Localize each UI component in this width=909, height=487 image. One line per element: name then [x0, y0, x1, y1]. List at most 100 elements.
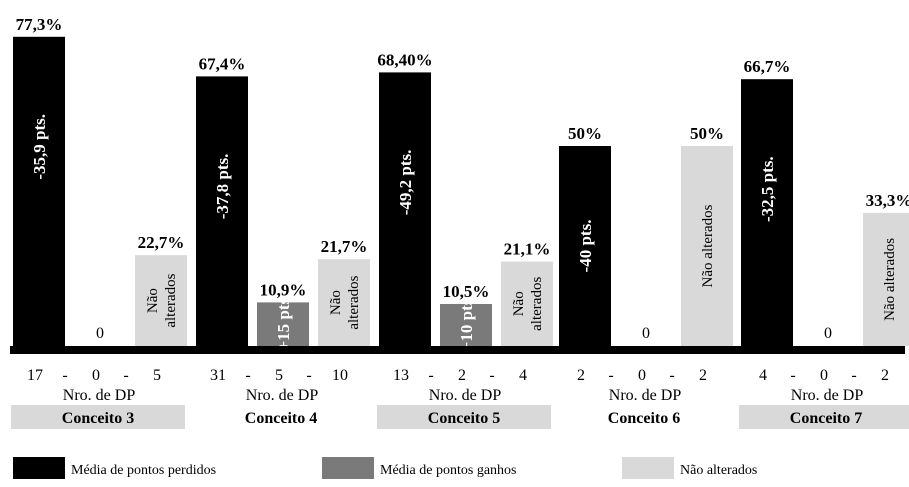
sublabel-conceito-5: Nro. de DP — [429, 387, 502, 404]
count-conceito-4-0: 31 — [210, 367, 226, 384]
count-conceito-6-0: 2 — [577, 367, 585, 384]
count-separator: - — [123, 367, 128, 384]
value-label-conceito-3-ganhos: 0 — [96, 325, 104, 342]
count-conceito-4-2: 10 — [332, 367, 348, 384]
inner-label-conceito-6-perdidos: -40 pts. — [576, 220, 595, 273]
inner-label-conceito-7-perdidos: -32,5 pts. — [758, 156, 777, 222]
inner-label-conceito-3-nao_alterados: Não alterados — [145, 273, 179, 327]
sublabel-conceito-6: Nro. de DP — [609, 387, 682, 404]
value-label-conceito-5-ganhos: 10,5% — [443, 282, 490, 301]
group-conceito-5: 68,40% -49,2 pts. 10,5%+10 pts 21,1% Não alte… — [377, 50, 553, 429]
count-conceito-7-0: 4 — [759, 367, 767, 384]
group-conceito-4: 67,4% -37,8 pts. 10,9%+15 pts 21,7% Não alter… — [196, 54, 370, 427]
count-separator: - — [428, 367, 433, 384]
count-conceito-4-1: 5 — [275, 367, 283, 384]
count-conceito-7-2: 2 — [881, 367, 889, 384]
count-separator: - — [790, 367, 795, 384]
value-label-conceito-7-nao_alterados: 33,3% — [866, 191, 909, 210]
inner-label-conceito-3-perdidos: -35,9 pts. — [30, 114, 49, 180]
count-conceito-3-1: 0 — [92, 367, 100, 384]
inner-label-line: Não alterados — [700, 204, 716, 287]
bar-conceito-5-ganhos — [440, 304, 492, 346]
inner-label-line: Não — [145, 288, 161, 313]
inner-label-conceito-7-nao_alterados: Não alterados — [882, 238, 898, 321]
bar-conceito-4-perdidos — [196, 76, 248, 347]
count-conceito-3-2: 5 — [153, 367, 161, 384]
inner-label-conceito-4-ganhos: +15 pts — [274, 297, 293, 350]
legend-swatch-ganhos — [322, 457, 374, 479]
count-conceito-5-2: 4 — [519, 367, 527, 384]
value-label-conceito-5-nao_alterados: 21,1% — [504, 240, 551, 259]
count-conceito-6-1: 0 — [638, 367, 646, 384]
value-label-conceito-5-perdidos: 68,40% — [377, 50, 432, 69]
count-separator: - — [245, 367, 250, 384]
sublabel-conceito-3: Nro. de DP — [63, 387, 136, 404]
value-label-conceito-3-nao_alterados: 22,7% — [138, 233, 185, 252]
count-separator: - — [62, 367, 67, 384]
value-label-conceito-3-perdidos: 77,3% — [16, 15, 63, 34]
bar-conceito-6-nao_alterados — [681, 146, 733, 346]
value-label-conceito-4-nao_alterados: 21,7% — [321, 237, 368, 256]
bar-conceito-7-perdidos — [741, 79, 793, 346]
legend-swatch-nao_alterados — [622, 457, 674, 479]
count-conceito-6-2: 2 — [699, 367, 707, 384]
value-label-conceito-6-perdidos: 50% — [568, 124, 602, 143]
count-separator: - — [851, 367, 856, 384]
bar-conceito-5-perdidos — [379, 72, 431, 347]
inner-label-conceito-4-perdidos: -37,8 pts. — [213, 154, 232, 220]
count-conceito-5-1: 2 — [458, 367, 466, 384]
legend-swatch-perdidos — [13, 457, 65, 479]
count-separator: - — [306, 367, 311, 384]
inner-label-line: Não alterados — [882, 238, 898, 321]
bar-conceito-3-nao_alterados — [135, 255, 187, 346]
count-conceito-7-1: 0 — [820, 367, 828, 384]
legend: Média de pontos perdidos Média de pontos … — [13, 457, 757, 479]
bar-conceito-3-perdidos — [13, 36, 65, 347]
x-axis-baseline — [10, 346, 905, 354]
value-label-conceito-7-ganhos: 0 — [824, 325, 832, 342]
inner-label-line: alterados — [346, 275, 362, 329]
group-label-box-conceito-5 — [377, 405, 551, 429]
group-label-conceito-4: Conceito 4 — [245, 410, 317, 427]
value-label-conceito-6-nao_alterados: 50% — [690, 124, 724, 143]
legend-label-ganhos: Média de pontos ganhos — [380, 463, 516, 478]
inner-label-conceito-5-ganhos: +10 pts — [457, 298, 476, 351]
count-separator: - — [669, 367, 674, 384]
group-label-conceito-7: Conceito 7 — [790, 410, 862, 427]
inner-label-line: Não — [511, 291, 527, 316]
value-label-conceito-7-perdidos: 66,7% — [744, 57, 791, 76]
bar-conceito-6-perdidos — [559, 146, 611, 346]
count-conceito-3-0: 17 — [27, 367, 43, 384]
inner-label-line: Não — [328, 290, 344, 315]
group-conceito-7: 66,7% -32,5 pts. 0 33,3% Não alterados 4 - 0 - 2N… — [739, 57, 909, 429]
inner-label-conceito-4-nao_alterados: Não alterados — [328, 275, 362, 329]
group-label-box-conceito-7 — [739, 405, 909, 429]
bar-conceito-4-nao_alterados — [318, 259, 370, 346]
count-conceito-5-0: 13 — [393, 367, 409, 384]
bar-conceito-7-nao_alterados — [863, 212, 909, 346]
group-label-conceito-6: Conceito 6 — [608, 410, 680, 427]
count-separator: - — [608, 367, 613, 384]
bar-conceito-5-nao_alterados — [501, 261, 553, 346]
value-label-conceito-6-ganhos: 0 — [642, 325, 650, 342]
legend-label-perdidos: Média de pontos perdidos — [71, 463, 216, 478]
inner-label-conceito-5-nao_alterados: Não alterados — [511, 277, 545, 331]
inner-label-line: alterados — [163, 273, 179, 327]
inner-label-line: alterados — [529, 277, 545, 331]
group-label-box-conceito-3 — [11, 405, 185, 429]
value-label-conceito-4-ganhos: 10,9% — [260, 280, 307, 299]
inner-label-conceito-6-nao_alterados: Não alterados — [700, 204, 716, 287]
bar-conceito-4-ganhos — [257, 302, 309, 346]
group-conceito-6: 50% -40 pts. 0 50% Não alterados 2 - 0 - 2 Nro. de… — [559, 124, 733, 427]
sublabel-conceito-4: Nro. de DP — [246, 387, 319, 404]
group-label-conceito-3: Conceito 3 — [62, 410, 134, 427]
inner-label-conceito-5-perdidos: -49,2 pts. — [396, 150, 415, 216]
sublabel-conceito-7: Nro. de DP — [791, 387, 864, 404]
value-label-conceito-4-perdidos: 67,4% — [199, 54, 246, 73]
group-label-conceito-5: Conceito 5 — [428, 410, 500, 427]
count-separator: - — [489, 367, 494, 384]
legend-label-nao_alterados: Não alterados — [680, 463, 757, 478]
group-conceito-3: 77,3%-35,9 pts.022,7%Não alterados17-0-5N… — [11, 15, 187, 429]
